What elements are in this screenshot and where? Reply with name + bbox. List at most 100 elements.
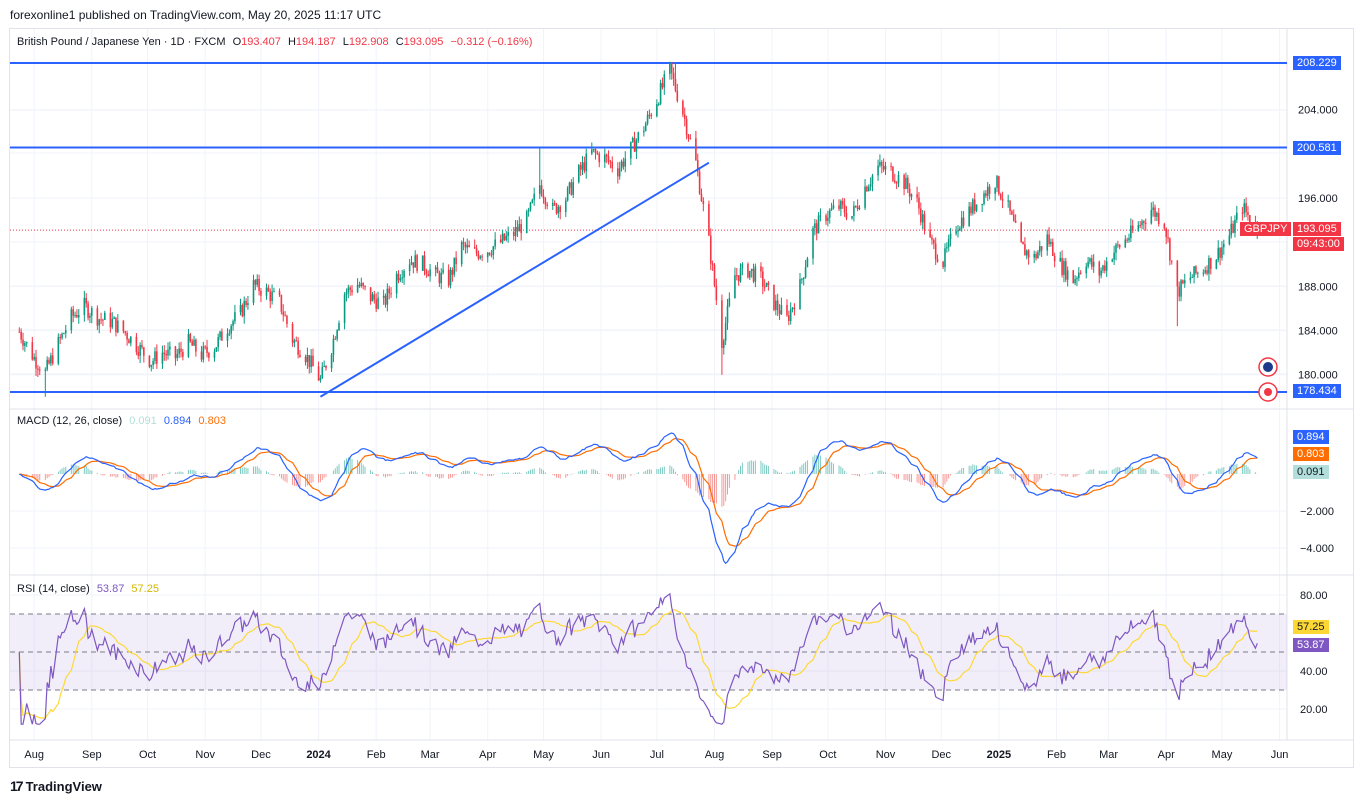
candle <box>696 153 699 177</box>
rsi-tick-label: 40.00 <box>1300 666 1328 678</box>
candle <box>1209 257 1212 275</box>
candle-body <box>853 205 855 217</box>
candle-body <box>1157 213 1160 224</box>
candle <box>178 342 180 358</box>
candle <box>117 314 119 334</box>
candle-body <box>1012 214 1015 221</box>
candle-body <box>397 273 400 281</box>
candle <box>916 186 918 203</box>
candle <box>310 349 312 373</box>
rsi-legend[interactable]: RSI (14, close) 53.87 57.25 <box>17 583 163 595</box>
candle <box>455 251 457 272</box>
candle-body <box>696 160 699 172</box>
candle-body <box>247 303 249 305</box>
candle-body <box>204 346 206 348</box>
candle <box>38 366 41 376</box>
candle <box>180 341 182 358</box>
candle-body <box>620 161 623 169</box>
candle-body <box>1209 257 1212 269</box>
candle-body <box>962 217 965 226</box>
candle-body <box>321 366 324 378</box>
candle-body <box>154 351 156 362</box>
candle <box>890 162 892 171</box>
chart-frame[interactable] <box>9 28 1354 768</box>
candle <box>278 288 281 297</box>
candle <box>336 329 338 342</box>
candle <box>661 77 664 90</box>
candle <box>830 202 833 211</box>
candle-body <box>293 340 296 343</box>
candle <box>882 158 885 173</box>
candle-body <box>64 330 67 334</box>
candle <box>1046 229 1049 256</box>
candle <box>983 190 985 206</box>
candle <box>624 151 627 173</box>
candle-body <box>557 206 560 214</box>
candle <box>892 166 894 183</box>
hist-tag: 0.091 <box>1293 465 1329 479</box>
time-label-nov: Nov <box>876 749 896 761</box>
candle-body <box>271 291 273 302</box>
candle <box>499 234 502 244</box>
candle <box>208 351 210 362</box>
candle-body <box>299 354 301 357</box>
macd-legend[interactable]: MACD (12, 26, close) 0.091 0.894 0.803 <box>17 415 230 427</box>
candle-body <box>395 273 398 294</box>
candle-body <box>1061 257 1063 275</box>
candle-body <box>143 347 145 356</box>
candle-body <box>360 283 363 287</box>
candle-body <box>1195 266 1197 274</box>
candle-body <box>44 369 47 371</box>
candle-body <box>923 214 926 230</box>
candle-body <box>284 315 286 317</box>
candle-body <box>141 344 143 348</box>
candle-body <box>815 223 818 234</box>
candle <box>1020 221 1022 244</box>
candle <box>174 345 177 366</box>
candle <box>1066 266 1069 287</box>
candle <box>773 284 775 312</box>
candle <box>596 150 599 156</box>
candle <box>1126 237 1128 243</box>
candle-body <box>880 161 883 166</box>
candle-body <box>942 261 944 268</box>
candle-body <box>1105 261 1108 271</box>
candle-body <box>760 266 762 272</box>
candle <box>1115 242 1117 261</box>
candle <box>343 292 346 330</box>
tradingview-logo[interactable]: 17 TradingView <box>10 778 102 794</box>
candle-body <box>230 325 232 334</box>
candle-body <box>57 337 60 364</box>
candle-body <box>377 297 379 309</box>
candle-body <box>553 203 556 205</box>
candle-body <box>1066 270 1069 280</box>
candle <box>1087 256 1089 269</box>
level-tag-bottom: 178.434 <box>1293 384 1341 398</box>
candle <box>204 345 206 350</box>
candle-body <box>1130 225 1132 239</box>
candle <box>284 311 286 317</box>
candle <box>918 192 920 215</box>
rsi-band <box>10 613 1287 691</box>
candle-body <box>429 269 431 277</box>
candle-body <box>165 353 167 356</box>
candle <box>1137 221 1140 232</box>
candle-body <box>117 320 119 333</box>
symbol-legend[interactable]: British Pound / Japanese Yen · 1D · FXCM… <box>17 36 536 48</box>
candle-body <box>345 292 348 295</box>
candle <box>735 267 738 281</box>
candle <box>1100 267 1102 279</box>
candle <box>226 328 229 348</box>
candle-body <box>750 268 753 271</box>
candle-body <box>96 308 99 326</box>
candle <box>464 241 467 254</box>
candle-body <box>390 293 392 295</box>
candle-body <box>163 352 166 354</box>
candle <box>713 263 716 288</box>
candle <box>338 320 340 331</box>
candle-body <box>308 354 311 368</box>
candle <box>1219 247 1221 266</box>
candle <box>267 284 270 293</box>
candle-body <box>947 238 950 248</box>
